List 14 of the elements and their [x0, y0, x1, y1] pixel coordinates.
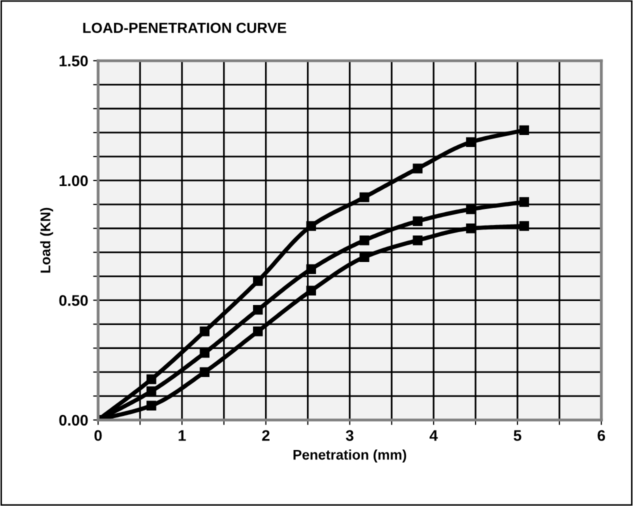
y-tick-label: 0.00: [59, 414, 88, 426]
y-tick-label: 1.50: [60, 56, 88, 66]
y-tick-label: 0.50: [59, 295, 88, 306]
x-tick-label: 5: [514, 430, 522, 441]
x-tick-label: 0: [94, 430, 102, 441]
y-axis-title: Load (KN): [40, 208, 54, 273]
x-tick-label: 6: [598, 430, 606, 441]
x-tick-label: 1: [178, 430, 186, 441]
x-tick-label: 2: [262, 430, 270, 441]
x-axis-title: Penetration (mm): [294, 450, 406, 462]
x-tick-label: 3: [346, 430, 354, 441]
chart-title: LOAD-PENETRATION CURVE: [83, 22, 286, 34]
x-tick-label: 4: [430, 430, 438, 441]
y-tick-label: 1.00: [60, 175, 88, 186]
